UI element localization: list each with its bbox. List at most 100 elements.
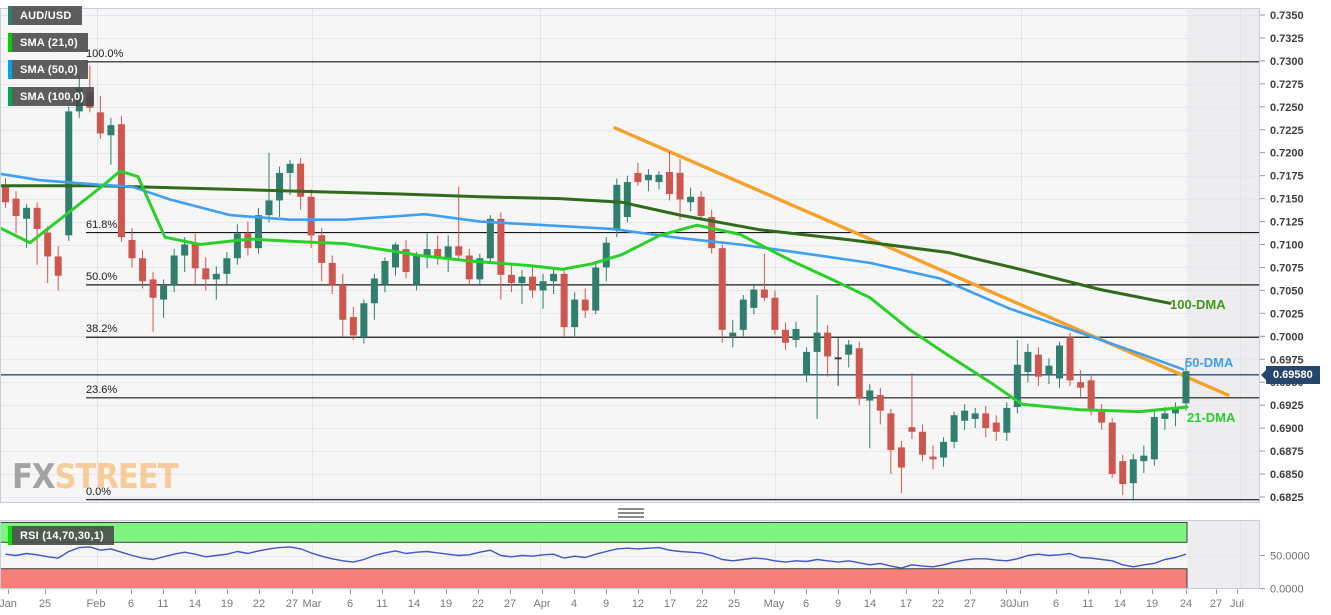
sma50-badge-color-bar <box>8 60 12 79</box>
panel-resize-handle[interactable] <box>618 507 644 518</box>
date-tick-label: 25 <box>39 598 51 610</box>
date-tick-label: 19 <box>440 598 452 610</box>
price-tick-label: 0.7050 <box>1270 285 1304 297</box>
symbol-badge-label: AUD/USD <box>20 9 72 22</box>
price-tick-label: 0.6975 <box>1270 354 1304 366</box>
rsi-badge-label: RSI (14,70,30,1) <box>20 529 104 542</box>
sma21-badge-color-bar <box>8 33 12 52</box>
rsi-axis[interactable]: 50.0000 0.0000 <box>1260 551 1310 596</box>
date-tick-label: 11 <box>1082 598 1093 610</box>
fib-label-61-8: 61.8% <box>86 218 118 231</box>
sma50-badge-label: SMA (50,0) <box>20 63 78 76</box>
date-tick-label: 14 <box>189 598 201 610</box>
rsi-oversold-band <box>0 568 1188 590</box>
sma50-line-label: 50-DMA <box>1185 355 1234 370</box>
date-tick-label: 22 <box>696 598 708 610</box>
sma50-line <box>0 172 1185 371</box>
date-tick-label: 22 <box>472 598 484 610</box>
price-axis[interactable]: 0.7350 0.7325 0.7300 0.7275 0.7250 0.7225 0.72… <box>1260 10 1304 504</box>
price-tick-label: 0.6825 <box>1270 492 1304 504</box>
date-tick-label: 9 <box>603 598 609 610</box>
candlesticks <box>2 65 1190 501</box>
date-tick-label: 6 <box>347 598 353 610</box>
price-tick-label: 0.6925 <box>1270 400 1304 412</box>
price-tick-label: 0.7175 <box>1270 171 1304 183</box>
sma100-line-label: 100-DMA <box>1170 297 1226 312</box>
sma100-badge-label: SMA (100,0) <box>20 90 85 103</box>
date-tick-label: Jun <box>1011 598 1029 610</box>
resize-bar <box>618 507 644 510</box>
fib-label-38-2: 38.2% <box>86 323 118 336</box>
date-tick-label: 22 <box>932 598 944 610</box>
date-tick-label: 27 <box>504 598 516 610</box>
date-tick-label: 12 <box>632 598 644 610</box>
price-tick-label: 0.7325 <box>1270 33 1304 45</box>
fib-label-100: 100.0% <box>86 47 124 60</box>
date-tick-label: 19 <box>1146 598 1158 610</box>
current-price-value: 0.69580 <box>1273 368 1313 381</box>
sma21-badge[interactable]: SMA (21,0) <box>8 33 88 52</box>
date-tick-label: Apr <box>533 598 550 610</box>
price-tick-label: 0.7250 <box>1270 102 1304 114</box>
price-tick-label: 0.6850 <box>1270 469 1304 481</box>
fxstreet-watermark-street: STREET <box>54 458 178 498</box>
price-tick-label: 0.7075 <box>1270 262 1304 274</box>
rsi-line <box>5 546 1187 569</box>
date-tick-label: 6 <box>128 598 134 610</box>
fxstreet-watermark: FXSTREET <box>12 458 179 498</box>
sma100-badge-color-bar <box>8 87 12 106</box>
date-tick-label: 9 <box>835 598 841 610</box>
date-tick-label: 6 <box>803 598 809 610</box>
price-tick-label: 0.7225 <box>1270 125 1304 137</box>
date-tick-label: 6 <box>1053 598 1059 610</box>
sma21-line-label: 21-DMA <box>1187 410 1236 425</box>
symbol-badge[interactable]: AUD/USD <box>8 6 82 25</box>
date-tick-label: May <box>764 598 785 610</box>
sma100-badge[interactable]: SMA (100,0) <box>8 87 95 106</box>
date-tick-label: 27 <box>964 598 976 610</box>
date-tick-label: 19 <box>221 598 233 610</box>
resize-bar <box>618 511 644 514</box>
date-tick-label: Jan <box>0 598 17 610</box>
date-tick-label: 17 <box>664 598 676 610</box>
price-tick-label: 0.6900 <box>1270 423 1304 435</box>
date-tick-label: Feb <box>87 598 106 610</box>
symbol-badge-color-bar <box>8 6 12 25</box>
date-tick-label: 11 <box>376 598 387 610</box>
price-tick-label: 0.7275 <box>1270 79 1304 91</box>
rsi-badge[interactable]: RSI (14,70,30,1) <box>8 526 114 545</box>
current-price-badge: 0.69580 <box>1261 365 1320 384</box>
sma21-badge-label: SMA (21,0) <box>20 36 78 49</box>
price-tick-label: 0.7125 <box>1270 217 1304 229</box>
price-tick-label: 0.6875 <box>1270 446 1304 458</box>
price-tick-label: 0.7300 <box>1270 56 1304 68</box>
price-tick-label: 0.7200 <box>1270 148 1304 160</box>
fib-retracement-lines <box>86 61 1260 501</box>
price-tick-label: 0.7000 <box>1270 331 1304 343</box>
sma50-badge[interactable]: SMA (50,0) <box>8 60 88 79</box>
date-tick-label: 27 <box>1210 598 1222 610</box>
price-tick-label: 0.7350 <box>1270 10 1304 22</box>
date-tick-label: 11 <box>157 598 168 610</box>
rsi-badge-color-bar <box>8 526 12 545</box>
main-plot-background <box>0 8 1260 503</box>
date-tick-label: 22 <box>253 598 265 610</box>
price-tick-label: 0.7100 <box>1270 240 1304 252</box>
sma21-line <box>0 169 1189 414</box>
rsi-tick-label: 0.0000 <box>1270 584 1304 596</box>
resize-bar <box>618 515 644 518</box>
descending-trendline[interactable] <box>613 126 1230 397</box>
date-tick-label: 14 <box>408 598 420 610</box>
fib-label-50: 50.0% <box>86 270 118 283</box>
date-tick-label: Mar <box>303 598 322 610</box>
date-tick-label: 30 <box>1000 598 1012 610</box>
date-tick-label: 24 <box>1180 598 1192 610</box>
date-tick-label: Jul <box>1230 598 1244 610</box>
sma100-line <box>0 184 1172 305</box>
date-tick-label: 14 <box>1114 598 1126 610</box>
date-axis[interactable]: Jan 25 Feb 6 11 14 19 22 27 Mar 6 11 14 19 22 27 Apr 4 9 12… <box>0 589 1244 611</box>
date-tick-label: 27 <box>286 598 298 610</box>
price-tick-label: 0.7025 <box>1270 308 1304 320</box>
